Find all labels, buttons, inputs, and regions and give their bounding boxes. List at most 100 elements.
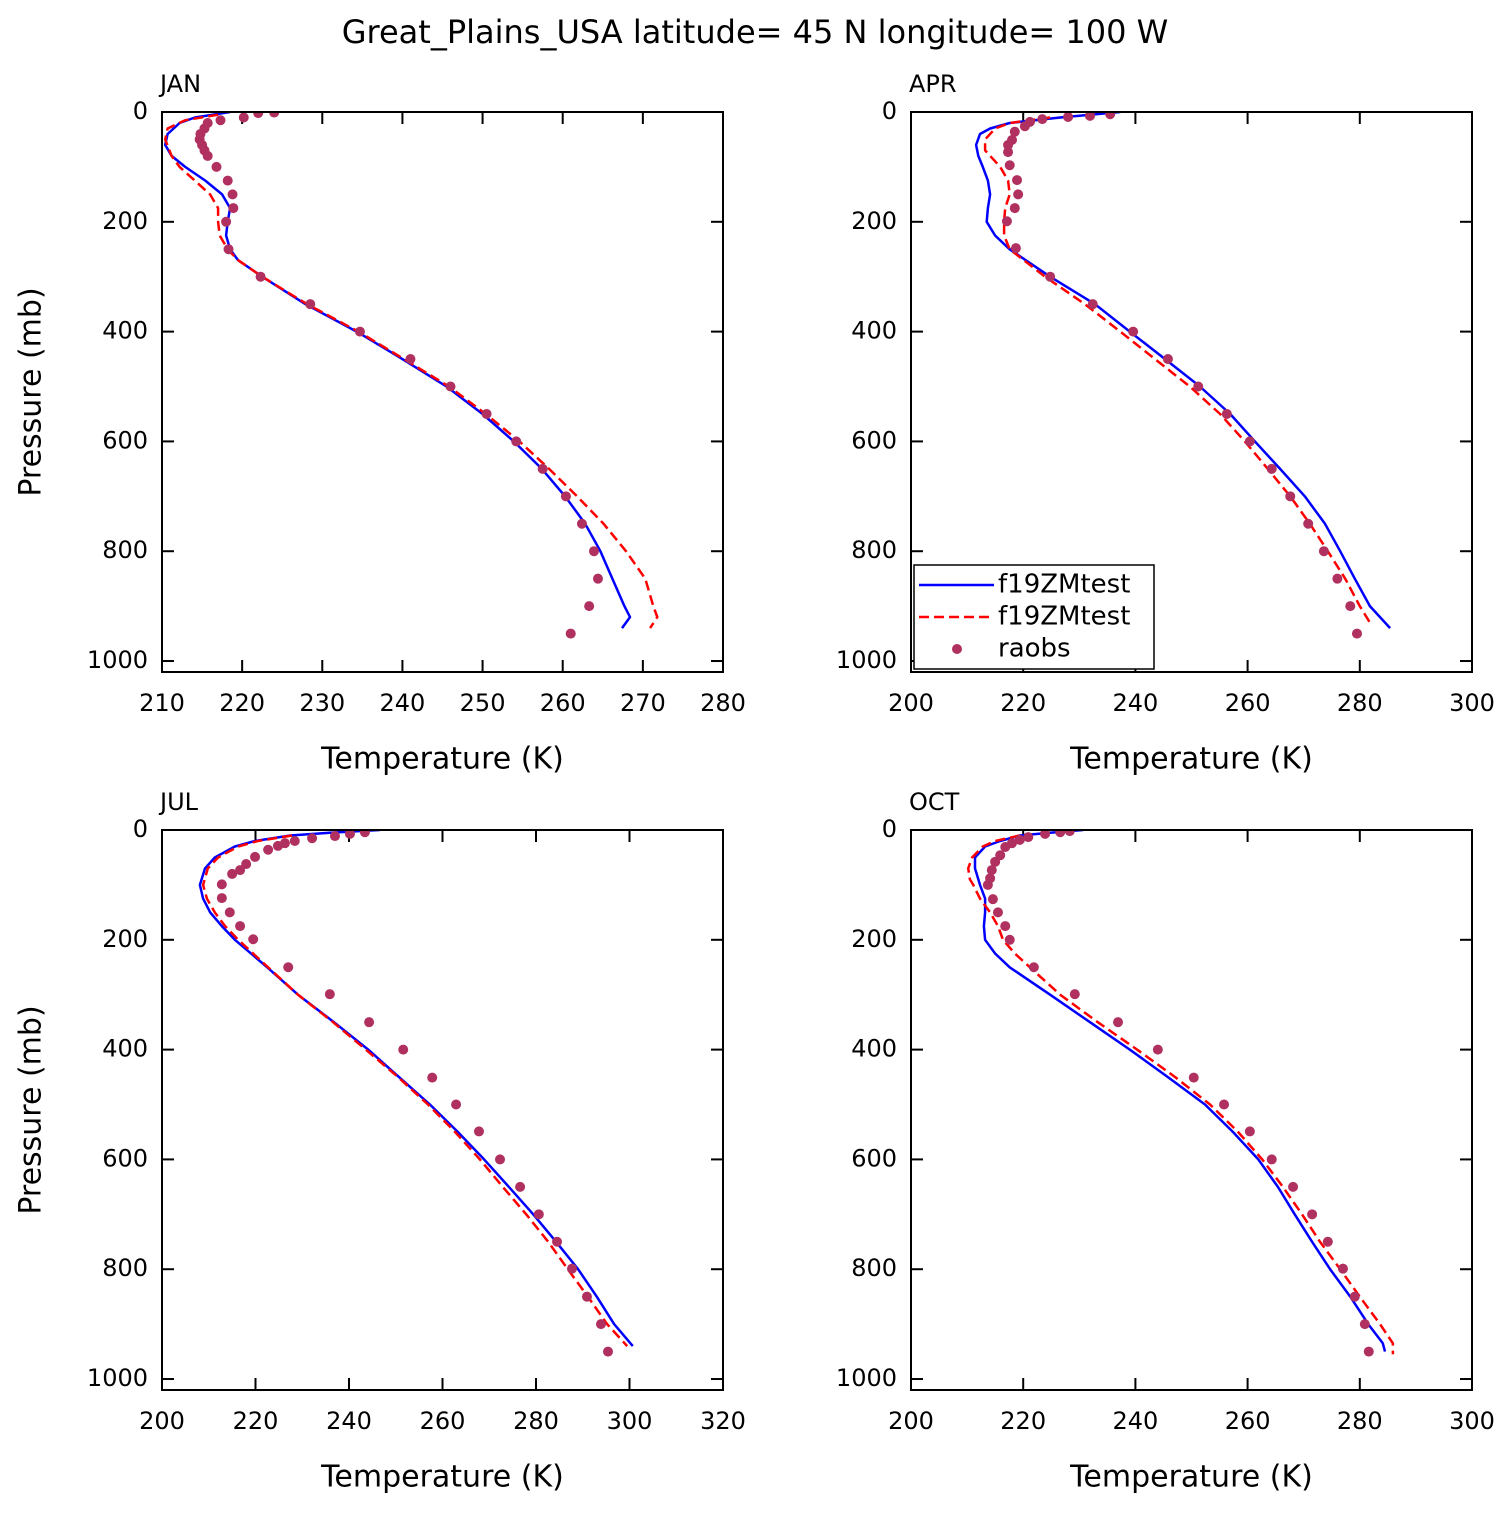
data-point: [1003, 147, 1014, 158]
y-tick-label: 600: [851, 1144, 897, 1172]
x-tick-label: 300: [607, 1407, 653, 1435]
data-point: [216, 893, 227, 904]
x-tick-label: 240: [380, 689, 426, 717]
y-tick-label: 800: [851, 536, 897, 564]
data-point: [581, 1291, 592, 1302]
data-point: [1128, 326, 1139, 337]
data-point: [1014, 834, 1025, 845]
data-point: [1069, 989, 1080, 1000]
plot-frame: [161, 111, 724, 673]
data-point: [238, 112, 249, 123]
data-point: [1012, 175, 1023, 186]
data-point: [1019, 121, 1030, 132]
data-point: [560, 491, 571, 502]
x-tick-label: 320: [700, 1407, 746, 1435]
data-point: [215, 115, 226, 126]
data-point: [307, 833, 318, 844]
legend-label: f19ZMtest: [998, 570, 1130, 600]
legend-label: f19ZMtest: [998, 602, 1130, 632]
plot-frame: [910, 829, 1473, 1391]
data-point: [1351, 628, 1362, 639]
data-point: [1332, 573, 1343, 584]
plot-frame: [161, 829, 724, 1391]
x-tick-label: 280: [513, 1407, 559, 1435]
data-point: [982, 879, 993, 890]
x-tick-label: 270: [620, 689, 666, 717]
data-point: [1219, 1099, 1230, 1110]
panel: 200 220 240 260 280 300 0 200 400 600 800 1000 OCT Te…: [836, 788, 1495, 1495]
data-point: [253, 112, 264, 119]
plot-frame: [910, 111, 1473, 673]
data-point: [1307, 1209, 1318, 1220]
x-tick-label: 200: [888, 689, 934, 717]
data-point: [272, 840, 283, 851]
series-group: [974, 112, 1392, 639]
data-point: [1045, 271, 1056, 282]
y-tick-label: 400: [851, 1035, 897, 1063]
data-point: [329, 831, 340, 842]
data-point: [1003, 139, 1014, 150]
data-point: [1318, 546, 1329, 557]
x-tick-label: 220: [1000, 689, 1046, 717]
data-point: [1193, 381, 1204, 392]
data-point: [1063, 112, 1074, 122]
data-point: [445, 381, 456, 392]
data-point: [211, 161, 222, 172]
data-point: [1023, 832, 1034, 843]
data-point: [241, 859, 252, 870]
x-tick-label: 250: [460, 689, 506, 717]
data-point: [1055, 830, 1066, 838]
data-point: [987, 894, 998, 905]
series-line: [201, 834, 629, 1347]
data-point: [481, 408, 492, 419]
data-point: [1285, 491, 1296, 502]
data-point: [359, 830, 370, 838]
y-tick-label: 1000: [87, 1364, 148, 1392]
data-point: [1266, 1154, 1277, 1165]
data-point: [1266, 463, 1277, 474]
data-point: [1037, 114, 1048, 125]
x-tick-label: 280: [1337, 689, 1383, 717]
data-point: [1345, 601, 1356, 612]
data-point: [1013, 189, 1024, 200]
data-point: [221, 216, 232, 227]
data-point: [595, 1319, 606, 1330]
legend-marker: [952, 644, 962, 654]
data-point: [228, 203, 239, 214]
data-point: [552, 1236, 563, 1247]
y-tick-label: 800: [102, 1254, 148, 1282]
data-point: [344, 830, 355, 839]
data-point: [1359, 1319, 1370, 1330]
y-tick-label: 0: [133, 815, 148, 843]
data-point: [515, 1181, 526, 1192]
series-line: [163, 112, 632, 629]
y-tick-label: 800: [102, 536, 148, 564]
data-point: [537, 463, 548, 474]
x-tick-label: 240: [1112, 689, 1158, 717]
data-point: [1105, 112, 1116, 120]
series-group: [163, 112, 659, 639]
data-point: [1087, 299, 1098, 310]
data-point: [1152, 1044, 1163, 1055]
data-point: [576, 518, 587, 529]
data-point: [289, 835, 300, 846]
y-tick-label: 400: [851, 317, 897, 345]
data-point: [227, 189, 238, 200]
data-point: [451, 1099, 462, 1110]
data-point: [1288, 1181, 1299, 1192]
y-tick-label: 600: [102, 1144, 148, 1172]
series-line: [973, 830, 1387, 1352]
data-point: [1028, 962, 1039, 973]
panel: 200 220 240 260 280 300 0 200 400 600 800 1000 APR Te…: [836, 70, 1495, 777]
data-point: [1244, 1126, 1255, 1137]
y-tick-label: 400: [102, 317, 148, 345]
x-tick-label: 240: [326, 1407, 372, 1435]
data-point: [495, 1154, 506, 1165]
data-point: [364, 1017, 375, 1028]
x-tick-label: 260: [420, 1407, 466, 1435]
data-point: [992, 907, 1003, 918]
data-point: [511, 436, 522, 447]
y-tick-label: 200: [851, 207, 897, 235]
data-point: [1221, 408, 1232, 419]
